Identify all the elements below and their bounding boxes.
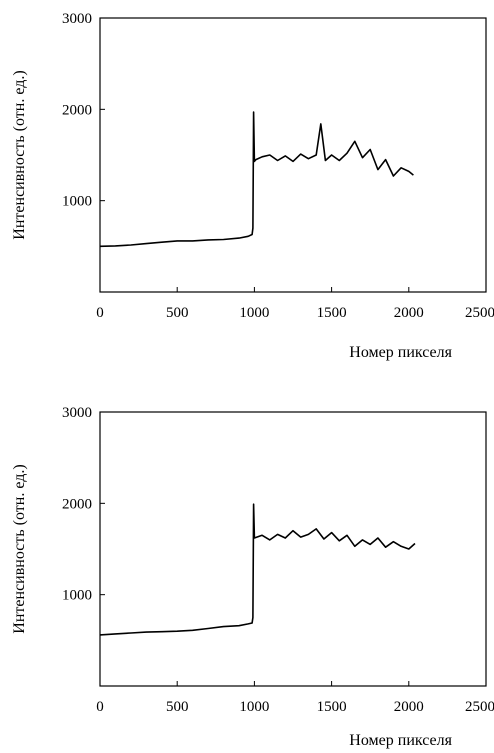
- y-tick-label: 2000: [62, 496, 92, 512]
- x-tick-label: 0: [96, 699, 104, 715]
- y-tick-label: 2000: [62, 102, 92, 118]
- x-tick-label: 500: [166, 699, 189, 715]
- x-tick-label: 2500: [465, 305, 494, 321]
- y-tick-label: 3000: [62, 405, 92, 421]
- x-axis-label: Номер пикселя: [349, 732, 452, 749]
- chart-panel-2: 0 500 1000 1500 2000 2500 1000 2000 3000 Номер пи…: [11, 405, 494, 749]
- y-axis-label: Интенсивность (отн. ед.): [11, 70, 28, 239]
- x-tick-label: 1000: [239, 699, 269, 715]
- x-tick-label: 1500: [317, 699, 347, 715]
- y-axis-label: Интенсивность (отн. ед.): [11, 464, 28, 633]
- x-tick-label: 2000: [394, 305, 424, 321]
- plot-frame: [99, 17, 487, 293]
- x-tick-label: 1000: [239, 305, 269, 321]
- y-tick-label: 1000: [62, 194, 92, 210]
- x-tick-label: 500: [166, 305, 189, 321]
- x-tick-label: 1500: [317, 305, 347, 321]
- series-line-1: [99, 503, 416, 636]
- y-tick-label: 3000: [62, 11, 92, 27]
- x-tick-label: 2500: [465, 699, 494, 715]
- x-tick-label: 2000: [394, 699, 424, 715]
- plot-frame: [99, 411, 487, 687]
- series-line-1: [99, 111, 414, 248]
- y-tick-label: 1000: [62, 588, 92, 604]
- x-axis-label: Номер пикселя: [349, 344, 452, 361]
- x-tick-label: 0: [96, 305, 104, 321]
- chart-panel-1: 0 500 1000 1500 2000 2500 1000 2000 3000 Номер пи…: [11, 11, 494, 361]
